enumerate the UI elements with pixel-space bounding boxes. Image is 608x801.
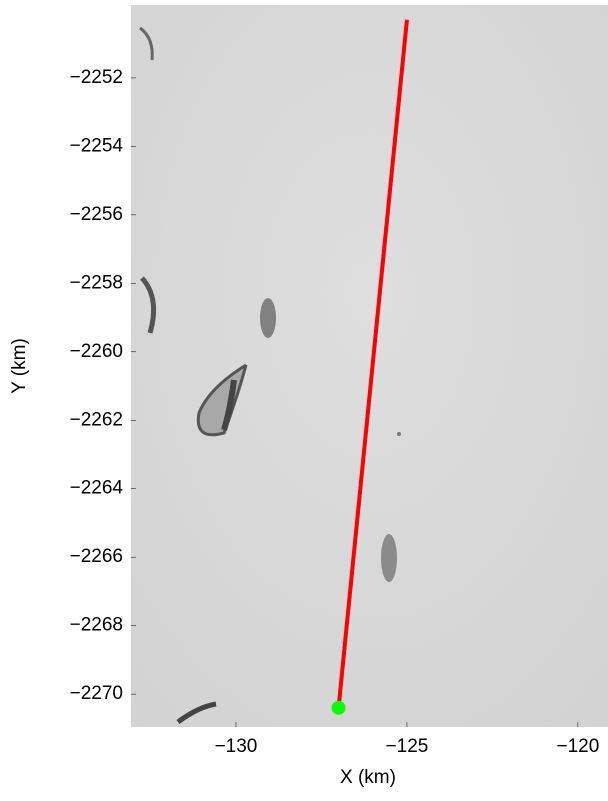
ice-feature <box>381 534 397 582</box>
y-axis-label: Y (km) <box>9 338 30 394</box>
background-image <box>131 5 608 727</box>
y-tick-label: −2260 <box>70 341 123 362</box>
ice-feature <box>221 379 237 431</box>
y-tick-label: −2252 <box>70 67 123 88</box>
y-tick-label: −2256 <box>70 204 123 225</box>
ice-feature <box>176 701 217 725</box>
x-tick-label: −120 <box>557 736 600 757</box>
x-tick-label: −125 <box>386 736 429 757</box>
ice-feature <box>139 26 154 61</box>
y-tick-label: −2268 <box>70 615 123 636</box>
y-tick-label: −2258 <box>70 272 123 293</box>
y-tick-label: −2254 <box>70 135 124 156</box>
x-axis-label: X (km) <box>340 767 396 788</box>
y-tick-label: −2262 <box>70 409 123 430</box>
ice-feature <box>260 298 276 338</box>
x-tick-label: −130 <box>215 736 258 757</box>
ice-feature <box>140 276 157 334</box>
start-marker <box>331 700 346 715</box>
track-line <box>336 19 409 709</box>
y-tick-label: −2270 <box>70 683 123 704</box>
ice-feature <box>397 432 401 436</box>
image-area <box>131 5 608 727</box>
y-tick-label: −2266 <box>70 546 123 567</box>
y-tick-label: −2264 <box>70 478 124 499</box>
